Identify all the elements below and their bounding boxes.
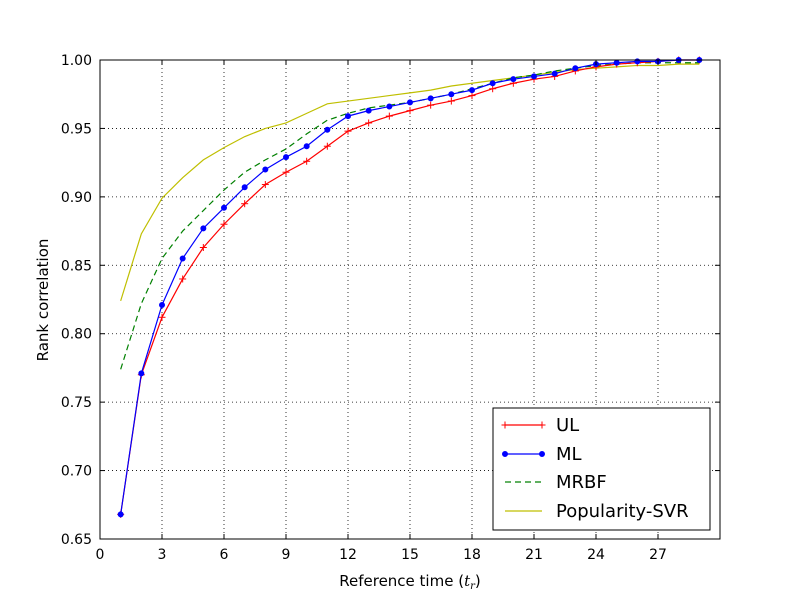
data-point-ul (427, 101, 435, 109)
data-point-ul (323, 142, 331, 150)
y-tick-label: 0.75 (61, 395, 92, 411)
legend: UL ML MRBF Popularity-SVR (492, 407, 711, 531)
axis-tick-labels: 0 3 6 9 12 15 18 21 24 27 0.65 0.70 0.75 0.80 0.85 0.90… (61, 53, 667, 563)
legend-label: MRBF (556, 472, 607, 493)
data-point-ul (282, 168, 290, 176)
y-tick-label: 0.95 (61, 121, 92, 137)
data-point-ml (448, 91, 455, 98)
x-axis-label: Reference time (tr) (339, 572, 480, 592)
data-point-ml (427, 95, 434, 102)
y-tick-label: 1.00 (61, 53, 92, 69)
y-tick-label: 0.85 (61, 258, 92, 274)
data-point-ml (572, 65, 579, 72)
data-point-ml (531, 73, 537, 80)
legend-marker (538, 421, 546, 429)
y-tick-label: 0.80 (61, 327, 92, 343)
data-point-ul (220, 220, 228, 228)
data-point-ml (283, 154, 289, 161)
data-point-ul (468, 92, 476, 100)
x-tick-label: 6 (220, 547, 229, 563)
x-tick-label: 12 (339, 547, 357, 563)
data-point-ml (138, 370, 145, 377)
data-point-ul (447, 97, 455, 105)
legend-item-ml: ML (502, 444, 582, 465)
legend-label: Popularity-SVR (556, 501, 689, 522)
data-point-ml (345, 113, 351, 120)
legend-marker (502, 451, 508, 457)
series-ml (117, 57, 703, 518)
data-point-ml (200, 225, 207, 232)
data-point-ul (261, 181, 269, 189)
data-point-ml (221, 204, 227, 211)
y-tick-label: 0.65 (61, 532, 92, 548)
data-point-ml (551, 70, 558, 77)
series-line-popularity-svr (120, 63, 700, 302)
data-point-ml (469, 87, 475, 94)
data-point-ul (303, 157, 311, 165)
x-tick-label: 18 (463, 547, 481, 563)
legend-label: UL (556, 415, 579, 436)
legend-item-ul: UL (501, 415, 579, 436)
legend-box (492, 407, 711, 531)
legend-label: ML (556, 444, 582, 465)
x-tick-label: 3 (158, 547, 167, 563)
data-point-ml (241, 184, 248, 191)
x-tick-label: 0 (96, 547, 105, 563)
data-point-ml (324, 126, 331, 133)
data-point-ml (386, 103, 393, 110)
data-point-ul (489, 85, 497, 93)
data-point-ml (407, 99, 413, 106)
series-layer (117, 56, 703, 518)
series-popularity-svr (120, 63, 700, 302)
legend-marker (501, 421, 509, 429)
x-tick-label: 15 (401, 547, 419, 563)
axis-ticks (99, 59, 720, 540)
data-point-ul (365, 119, 373, 127)
data-point-ul (158, 313, 166, 321)
data-point-ml (117, 511, 124, 518)
data-point-ml (303, 143, 310, 150)
data-point-ul (344, 127, 352, 135)
data-point-ul (406, 107, 414, 115)
legend-item-mrbf: MRBF (505, 472, 607, 493)
data-point-ul (385, 112, 393, 120)
x-tick-label: 24 (587, 547, 605, 563)
y-tick-label: 0.90 (61, 190, 92, 206)
data-point-ml (262, 166, 269, 173)
data-point-ml (159, 301, 165, 308)
y-tick-label: 0.70 (61, 464, 92, 480)
x-tick-label: 27 (649, 547, 667, 563)
data-point-ul (179, 275, 187, 283)
data-point-ul (199, 243, 207, 251)
data-point-ml (510, 76, 517, 83)
y-axis-label: Rank correlation (34, 239, 52, 362)
legend-marker (539, 451, 545, 457)
data-point-ml (613, 59, 620, 66)
data-point-ml (365, 107, 372, 114)
data-point-ul (241, 200, 249, 208)
data-point-ml (179, 255, 186, 262)
x-tick-label: 9 (282, 547, 291, 563)
legend-item-popularity-svr: Popularity-SVR (505, 501, 689, 522)
x-tick-label: 21 (525, 547, 543, 563)
data-point-ml (489, 80, 496, 87)
